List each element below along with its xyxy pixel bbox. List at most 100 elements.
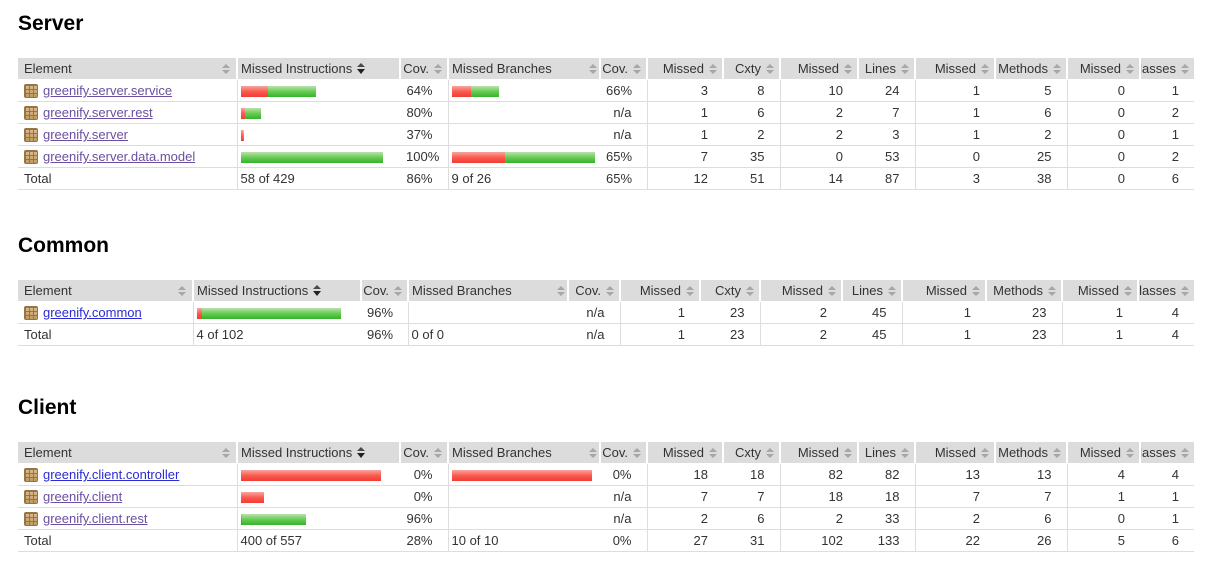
- col-header-missed-branches[interactable]: Missed Branches: [447, 442, 600, 464]
- col-header-missed-methods[interactable]: Missed: [914, 58, 995, 80]
- total-label: Total: [18, 529, 237, 552]
- table-row: greenify.server.data.model 100% 65% 7 35…: [18, 145, 1194, 168]
- col-header-missed-instructions[interactable]: Missed Instructions: [236, 58, 400, 80]
- col-header-branch-coverage[interactable]: Cov.: [599, 58, 647, 80]
- package-link[interactable]: greenify.server: [43, 127, 129, 142]
- col-header-missed-cxty[interactable]: Missed: [646, 442, 723, 464]
- col-header-lines[interactable]: Lines: [841, 280, 902, 302]
- col-header-element[interactable]: Element: [18, 280, 193, 302]
- total-missed-lines: 2: [759, 323, 842, 346]
- cell-lines: 45: [842, 301, 902, 324]
- sort-icon: [901, 447, 909, 458]
- sort-icon: [1181, 63, 1189, 74]
- missed-branches-bar: [447, 507, 600, 530]
- cell-missed-methods: 13: [914, 463, 995, 486]
- missed-instructions-bar: [236, 123, 400, 146]
- sort-icon: [606, 285, 614, 296]
- table-header: Element Missed Instructions Cov. Missed …: [18, 442, 1194, 464]
- cell-missed-methods: 1: [914, 123, 995, 146]
- col-header-missed-classes[interactable]: Missed: [1061, 280, 1138, 302]
- cell-missed-lines: 2: [779, 123, 858, 146]
- sort-icon: [1124, 285, 1132, 296]
- cell-classes: 1: [1140, 485, 1194, 508]
- cell-classes: 2: [1140, 145, 1194, 168]
- cell-lines: 33: [858, 507, 915, 530]
- col-header-cxty[interactable]: Cxty: [722, 442, 780, 464]
- col-header-missed-instructions[interactable]: Missed Instructions: [192, 280, 361, 302]
- cell-branch-coverage: n/a: [600, 507, 647, 530]
- col-header-missed-methods[interactable]: Missed: [914, 442, 995, 464]
- cell-branch-coverage: 66%: [600, 79, 647, 102]
- col-header-missed-cxty[interactable]: Missed: [619, 280, 700, 302]
- cell-missed-methods: 1: [914, 79, 995, 102]
- total-missed-methods: 22: [914, 529, 995, 552]
- col-header-missed-classes[interactable]: Missed: [1066, 442, 1140, 464]
- package-link[interactable]: greenify.server.rest: [43, 105, 153, 120]
- col-header-missed-methods[interactable]: Missed: [901, 280, 986, 302]
- cell-missed-classes: 0: [1066, 79, 1140, 102]
- total-row: Total 58 of 429 86% 9 of 26 65% 12 51 14…: [18, 167, 1194, 190]
- cell-missed-cxty: 7: [646, 485, 723, 508]
- cell-instruction-coverage: 64%: [400, 79, 448, 102]
- package-link[interactable]: greenify.client.controller: [43, 467, 180, 482]
- col-header-classes[interactable]: Classes: [1139, 58, 1194, 80]
- total-branch-coverage: n/a: [568, 323, 620, 346]
- cell-cxty: 18: [723, 463, 780, 486]
- package-link[interactable]: greenify.common: [43, 305, 142, 320]
- col-header-lines[interactable]: Lines: [857, 58, 915, 80]
- cell-missed-methods: 0: [914, 145, 995, 168]
- package-link[interactable]: greenify.server.data.model: [43, 149, 196, 164]
- cell-missed-methods: 1: [914, 101, 995, 124]
- coverage-table-common: Element Missed Instructions Cov. Missed …: [18, 280, 1194, 346]
- col-header-branch-coverage[interactable]: Cov.: [567, 280, 620, 302]
- sort-icon: [1181, 285, 1189, 296]
- sort-icon: [686, 285, 694, 296]
- cell-element: greenify.client.controller: [18, 463, 237, 486]
- total-cxty: 51: [723, 167, 780, 190]
- cell-missed-cxty: 1: [619, 301, 700, 324]
- cell-classes: 4: [1138, 301, 1194, 324]
- sort-icon: [981, 63, 989, 74]
- col-header-missed-cxty[interactable]: Missed: [646, 58, 723, 80]
- sort-icon: [394, 285, 402, 296]
- sort-icon: [178, 285, 186, 296]
- col-header-missed-branches[interactable]: Missed Branches: [447, 58, 600, 80]
- package-link[interactable]: greenify.client.rest: [43, 511, 148, 526]
- coverage-report-page: Server Element Missed Instructions Cov. …: [0, 12, 1212, 552]
- col-header-missed-lines[interactable]: Missed: [779, 442, 858, 464]
- total-cxty: 31: [723, 529, 780, 552]
- sort-icon: [434, 447, 442, 458]
- col-header-methods[interactable]: Methods: [994, 58, 1067, 80]
- col-header-cxty[interactable]: Cxty: [699, 280, 760, 302]
- col-header-missed-instructions[interactable]: Missed Instructions: [236, 442, 400, 464]
- col-header-instruction-coverage[interactable]: Cov.: [399, 442, 448, 464]
- cell-element: greenify.server: [18, 123, 237, 146]
- total-instruction-coverage: 28%: [400, 529, 448, 552]
- col-header-branch-coverage[interactable]: Cov.: [599, 442, 647, 464]
- total-classes: 6: [1140, 167, 1194, 190]
- col-header-missed-branches[interactable]: Missed Branches: [407, 280, 568, 302]
- col-header-classes[interactable]: Classes: [1139, 442, 1194, 464]
- package-link[interactable]: greenify.client: [43, 489, 123, 504]
- col-header-methods[interactable]: Methods: [985, 280, 1062, 302]
- col-header-missed-classes[interactable]: Missed: [1066, 58, 1140, 80]
- cell-classes: 2: [1140, 101, 1194, 124]
- cell-instruction-coverage: 96%: [361, 301, 408, 324]
- package-link[interactable]: greenify.server.service: [43, 83, 173, 98]
- col-header-classes[interactable]: Classes: [1137, 280, 1194, 302]
- col-header-element[interactable]: Element: [18, 58, 237, 80]
- col-header-lines[interactable]: Lines: [857, 442, 915, 464]
- col-header-element[interactable]: Element: [18, 442, 237, 464]
- col-header-instruction-coverage[interactable]: Cov.: [360, 280, 408, 302]
- package-icon: [24, 467, 38, 482]
- col-header-cxty[interactable]: Cxty: [722, 58, 780, 80]
- sort-icon: [557, 285, 565, 296]
- sort-icon: [222, 447, 230, 458]
- cell-missed-cxty: 1: [646, 123, 723, 146]
- col-header-methods[interactable]: Methods: [994, 442, 1067, 464]
- col-header-missed-lines[interactable]: Missed: [779, 58, 858, 80]
- col-header-instruction-coverage[interactable]: Cov.: [399, 58, 448, 80]
- col-header-missed-lines[interactable]: Missed: [759, 280, 842, 302]
- sort-icon: [222, 63, 230, 74]
- package-icon: [24, 105, 38, 120]
